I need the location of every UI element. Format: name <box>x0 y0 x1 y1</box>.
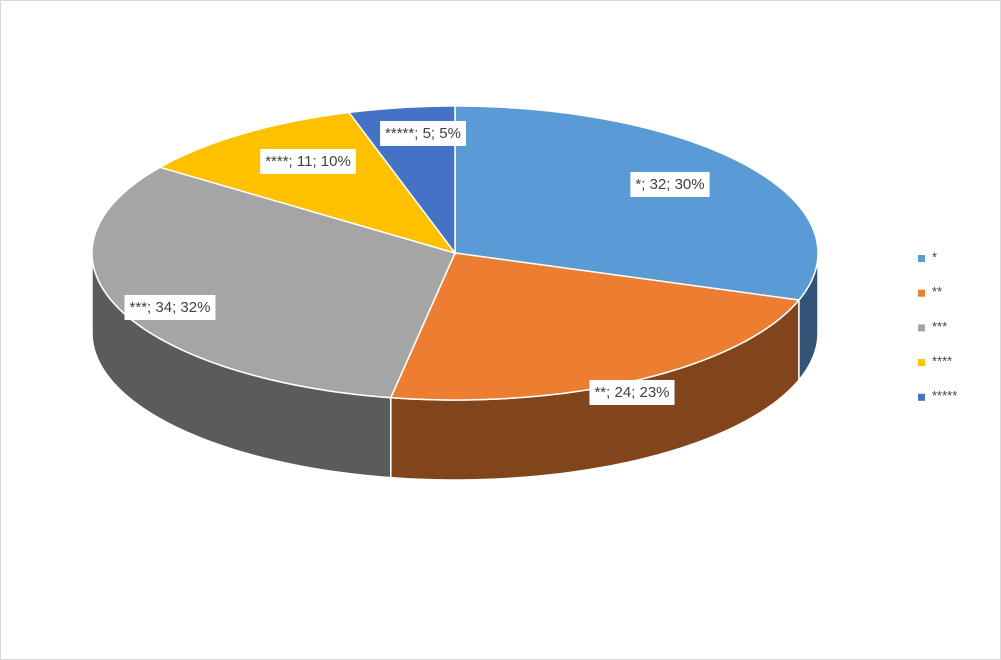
data-label-text: **; 24; 23% <box>594 384 669 401</box>
legend-label: * <box>932 249 937 264</box>
legend-label: **** <box>932 354 952 369</box>
data-label: **; 24; 23% <box>589 379 675 405</box>
data-label: *; 32; 30% <box>630 171 710 197</box>
data-label: ****; 11; 10% <box>260 148 356 174</box>
data-label-text: *; 32; 30% <box>635 176 704 193</box>
legend-swatch <box>918 393 925 401</box>
data-label-box <box>260 148 356 174</box>
legend-swatch <box>918 359 925 367</box>
data-label-text: ****; 11; 10% <box>265 153 351 170</box>
data-label: ***; 34; 32% <box>124 294 216 320</box>
legend-label: *** <box>932 319 947 334</box>
data-label-box <box>380 120 466 146</box>
pie-slice <box>389 252 801 401</box>
legend-swatch <box>918 289 925 297</box>
data-label: *****; 5; 5% <box>380 120 466 146</box>
legend-label: ** <box>932 284 942 299</box>
data-label-box <box>589 379 675 405</box>
pie-slice <box>454 105 819 301</box>
pie-slice <box>91 166 457 399</box>
legend-label: ***** <box>932 388 957 403</box>
legend-swatch <box>918 255 925 262</box>
data-label-text: *****; 5; 5% <box>385 125 461 142</box>
data-label-text: ***; 34; 32% <box>130 299 211 316</box>
data-label-box <box>124 294 216 320</box>
data-label-box <box>630 171 710 197</box>
legend-swatch <box>918 324 925 332</box>
pie-slice <box>158 111 457 255</box>
legend: *************** <box>918 249 957 403</box>
